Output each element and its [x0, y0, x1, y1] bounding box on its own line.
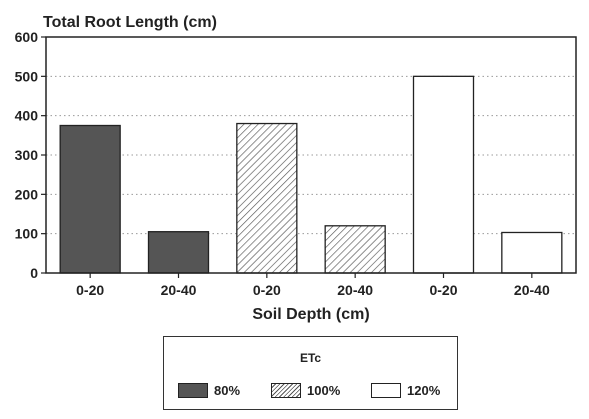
legend-item-100: 100%	[271, 381, 340, 399]
bars	[59, 75, 563, 274]
x-tick-label: 20-40	[514, 282, 550, 298]
bar	[501, 231, 563, 274]
x-tick-label: 20-40	[161, 282, 197, 298]
legend-item-80: 80%	[178, 381, 240, 399]
legend-item-120: 120%	[371, 381, 440, 399]
y-tick-label: 0	[30, 265, 38, 281]
bar	[324, 225, 386, 274]
legend-swatch-hatched	[271, 382, 301, 398]
bar	[59, 124, 121, 274]
gridlines	[46, 75, 576, 235]
x-axis-label: Soil Depth (cm)	[252, 306, 369, 323]
x-tick-label: 0-20	[76, 282, 104, 298]
bar	[236, 122, 298, 274]
bar	[412, 75, 475, 274]
legend-label: 80%	[214, 382, 241, 398]
chart-title: Total Root Length (cm)	[43, 14, 217, 31]
y-tick-label: 200	[15, 186, 39, 202]
bar-chart: Total Root Length (cm) 0 100 200 300 400 500 6…	[15, 14, 577, 323]
bar	[147, 231, 210, 274]
y-tick-label: 500	[15, 68, 39, 84]
x-tick-label: 20-40	[337, 282, 373, 298]
legend-title: ETc	[299, 351, 322, 365]
legend: ETc 80% 100% 120%	[163, 336, 458, 410]
legend-label: 100%	[307, 382, 341, 398]
y-tick-label: 400	[15, 108, 39, 124]
x-tick-labels: 0-20 20-40 0-20 20-40 0-20 20-40	[76, 273, 550, 298]
y-tick-label: 100	[15, 226, 39, 242]
legend-swatch-dark	[178, 382, 208, 398]
y-tick-label: 300	[15, 147, 39, 163]
y-tick-labels: 0 100 200 300 400 500 600	[15, 29, 46, 281]
y-tick-label: 600	[15, 29, 39, 45]
legend-label: 120%	[407, 382, 441, 398]
x-tick-label: 0-20	[253, 282, 281, 298]
legend-swatch-white	[371, 382, 401, 398]
x-tick-label: 0-20	[429, 282, 457, 298]
